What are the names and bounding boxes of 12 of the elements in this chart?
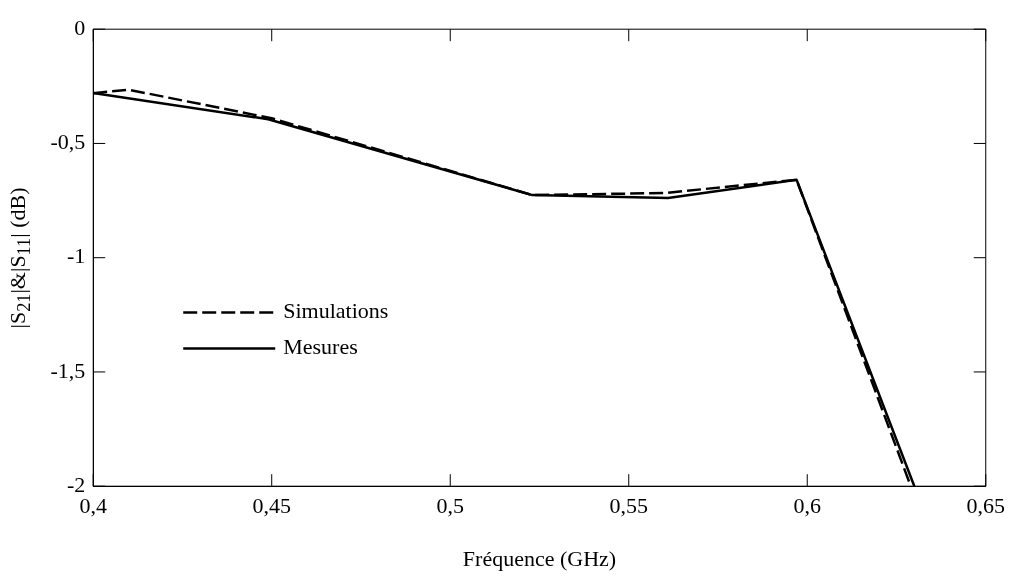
legend-label: Mesures <box>283 334 358 360</box>
x-tick-label: 0,45 <box>252 493 291 519</box>
x-tick-label: 0,5 <box>436 493 464 519</box>
legend-label: Simulations <box>283 298 389 324</box>
y-tick-label: -0,5 <box>50 129 86 155</box>
y-tick-label: 0 <box>74 14 86 40</box>
y-tick-label: -1 <box>66 243 86 269</box>
x-axis-title: Fréquence (GHz) <box>462 545 617 571</box>
x-tick-label: 0,6 <box>793 493 821 519</box>
y-tick-label: -1,5 <box>50 357 86 383</box>
x-tick-label: 0,55 <box>609 493 648 519</box>
x-tick-label: 0,65 <box>966 493 1005 519</box>
